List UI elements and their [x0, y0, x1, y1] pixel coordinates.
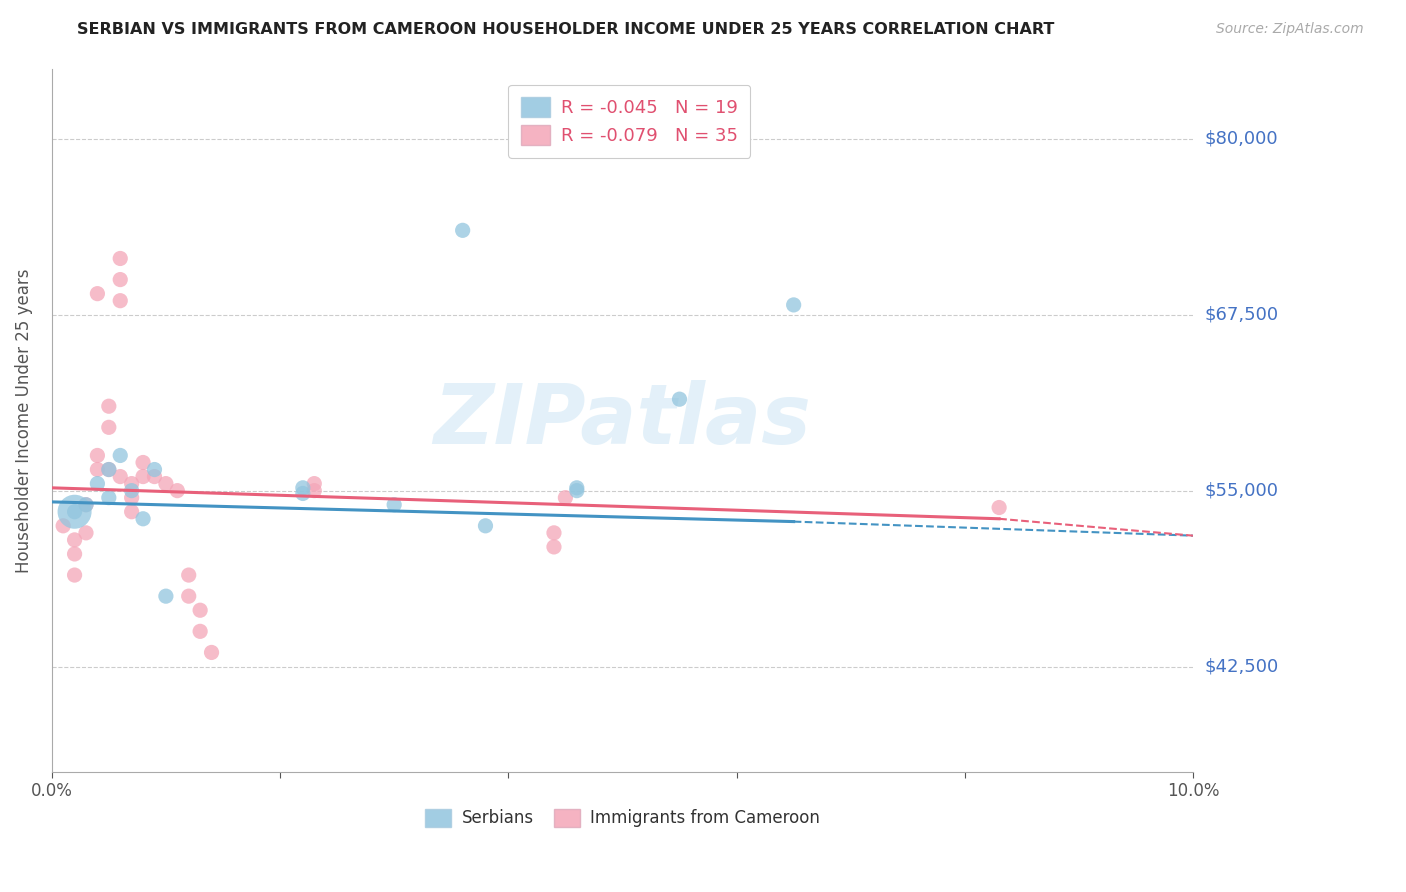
Point [132, 512, 155, 526]
Point [63, 533, 86, 547]
Point [143, 469, 166, 483]
Point [121, 505, 143, 519]
Point [291, 481, 314, 495]
Point [97, 462, 120, 476]
Point [121, 476, 143, 491]
Point [155, 589, 177, 603]
Point [75, 525, 97, 540]
Point [63, 505, 86, 519]
Point [110, 469, 132, 483]
Point [155, 476, 177, 491]
Point [565, 481, 588, 495]
Point [988, 500, 1011, 515]
Point [63, 505, 86, 519]
Point [63, 547, 86, 561]
Point [304, 476, 326, 491]
Point [110, 252, 132, 266]
Text: Source: ZipAtlas.com: Source: ZipAtlas.com [1216, 22, 1364, 37]
Text: SERBIAN VS IMMIGRANTS FROM CAMEROON HOUSEHOLDER INCOME UNDER 25 YEARS CORRELATIO: SERBIAN VS IMMIGRANTS FROM CAMEROON HOUS… [77, 22, 1054, 37]
Point [177, 568, 200, 582]
Point [132, 469, 155, 483]
Point [97, 420, 120, 434]
Point [543, 540, 565, 554]
Point [52, 518, 75, 533]
Point [177, 589, 200, 603]
Legend: Serbians, Immigrants from Cameroon: Serbians, Immigrants from Cameroon [418, 802, 827, 834]
Y-axis label: Householder Income Under 25 years: Householder Income Under 25 years [15, 268, 32, 573]
Point [782, 298, 804, 312]
Point [143, 462, 166, 476]
Point [565, 483, 588, 498]
Point [110, 272, 132, 286]
Point [291, 486, 314, 500]
Point [86, 462, 108, 476]
Point [132, 455, 155, 469]
Text: $67,500: $67,500 [1205, 306, 1278, 324]
Point [668, 392, 690, 407]
Point [188, 603, 211, 617]
Point [97, 399, 120, 413]
Point [121, 483, 143, 498]
Point [543, 525, 565, 540]
Point [451, 223, 474, 237]
Point [97, 462, 120, 476]
Point [110, 293, 132, 308]
Point [382, 498, 405, 512]
Point [75, 498, 97, 512]
Point [200, 645, 222, 659]
Point [75, 498, 97, 512]
Point [474, 518, 496, 533]
Point [97, 491, 120, 505]
Point [166, 483, 188, 498]
Point [63, 568, 86, 582]
Text: $55,000: $55,000 [1205, 482, 1278, 500]
Point [86, 449, 108, 463]
Text: $80,000: $80,000 [1205, 130, 1278, 148]
Text: ZIPatlas: ZIPatlas [433, 380, 811, 461]
Point [188, 624, 211, 639]
Point [554, 491, 576, 505]
Point [110, 449, 132, 463]
Text: $42,500: $42,500 [1205, 657, 1278, 675]
Point [86, 286, 108, 301]
Point [86, 476, 108, 491]
Point [304, 483, 326, 498]
Point [121, 491, 143, 505]
